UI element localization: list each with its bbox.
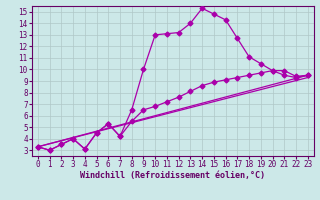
- X-axis label: Windchill (Refroidissement éolien,°C): Windchill (Refroidissement éolien,°C): [80, 171, 265, 180]
